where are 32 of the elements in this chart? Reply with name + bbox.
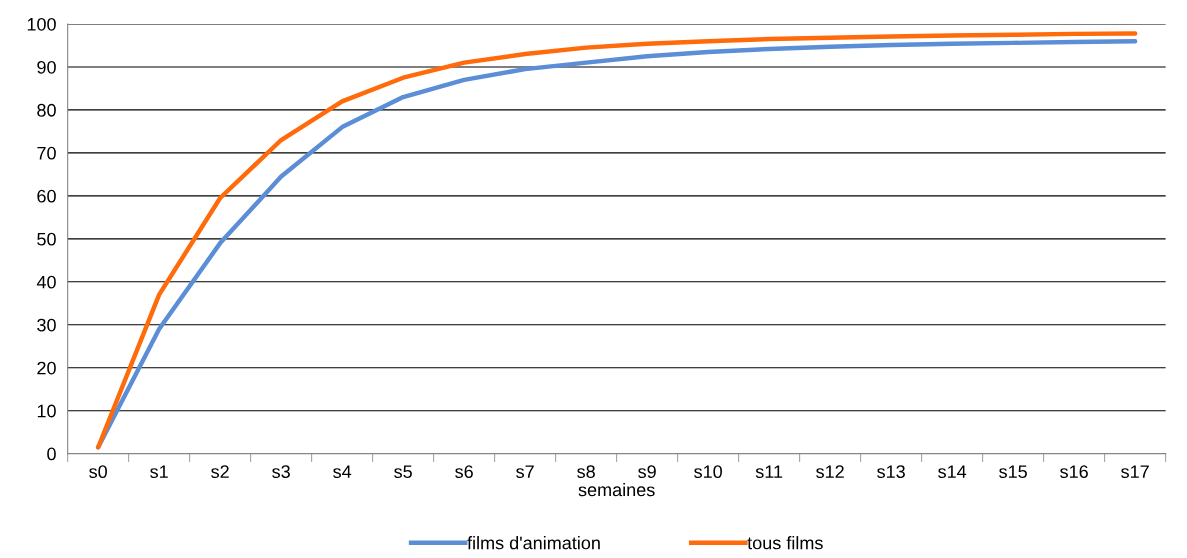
legend-label: tous films [747,536,823,550]
x-tick-label: s11 [755,465,783,479]
y-tick-label: 80 [37,103,56,117]
y-tick-label: 90 [37,60,56,74]
x-tick-label: s13 [877,465,905,479]
y-tick-label: 100 [27,17,56,31]
y-tick-label: 70 [37,146,56,160]
x-axis-title: semaines [578,482,655,497]
x-tick-label: s10 [694,465,722,479]
x-tick-label: s2 [211,465,229,479]
x-tick-label: s4 [333,465,352,479]
x-tick-label: s3 [272,465,290,479]
x-tick-label: s12 [816,465,844,479]
y-tick-label: 60 [37,189,56,203]
x-tick-label: s16 [1060,465,1088,479]
legend-label: films d'animation [467,536,600,550]
y-tick-label: 30 [37,318,56,332]
y-tick-label: 50 [37,232,56,246]
x-tick-label: s6 [455,465,473,479]
x-tick-label: s17 [1121,465,1149,479]
x-tick-label: s0 [89,465,107,479]
x-tick-label: s9 [638,465,656,479]
x-tick-label: s14 [938,465,967,479]
y-tick-label: 10 [37,404,56,418]
y-tick-label: 0 [47,447,56,461]
x-tick-label: s1 [150,465,168,479]
x-tick-label: s15 [999,465,1027,479]
x-tick-label: s5 [394,465,412,479]
x-tick-label: s7 [516,465,534,479]
y-tick-label: 40 [36,275,56,289]
x-tick-label: s8 [577,465,595,479]
y-tick-label: 20 [37,361,56,375]
